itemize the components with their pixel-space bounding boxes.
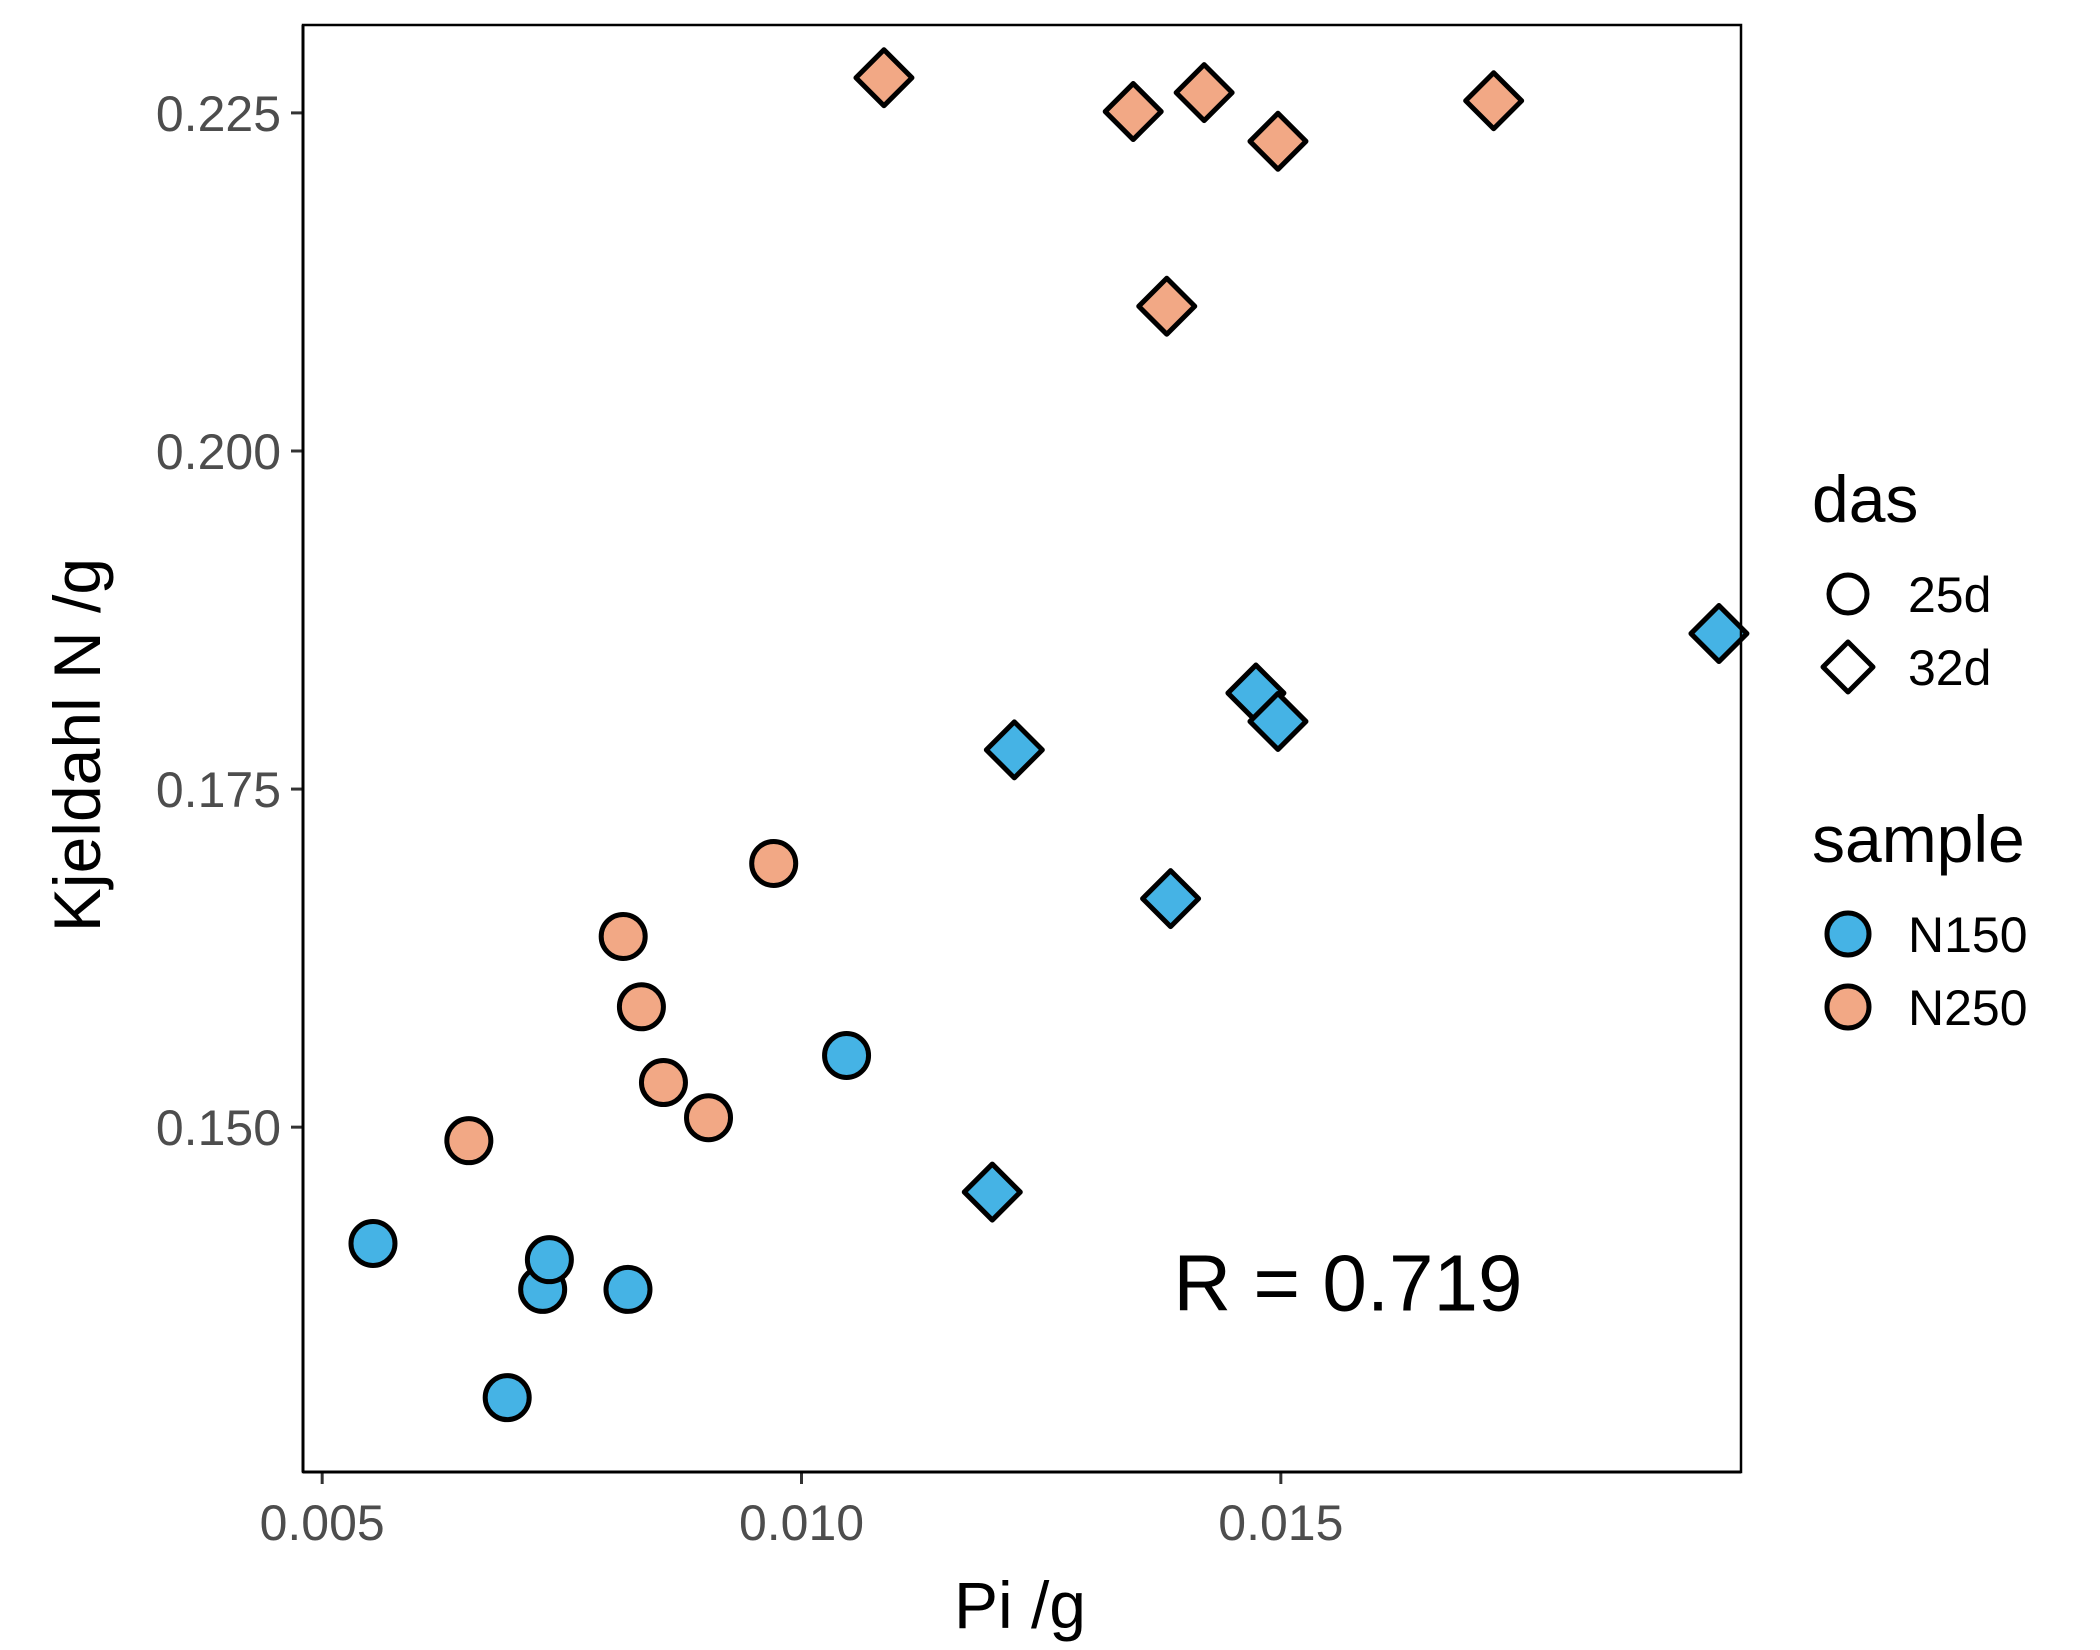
legend-key-swatch — [1824, 910, 1872, 958]
data-point-diamond — [1247, 110, 1309, 172]
y-axis-ticks: 0.150 0.175 0.200 0.225 — [156, 86, 303, 1156]
legend-key-circle — [1826, 572, 1870, 616]
x-axis-ticks: 0.005 0.010 0.015 — [260, 1472, 1343, 1551]
legend-label: 32d — [1908, 640, 1991, 696]
y-tick-label: 0.175 — [156, 762, 281, 818]
legend-title: sample — [1812, 802, 2025, 876]
data-point-diamond — [1173, 62, 1235, 124]
y-tick-label: 0.200 — [156, 424, 281, 480]
data-point-circle — [616, 982, 666, 1032]
data-point-diamond — [1140, 868, 1202, 930]
y-tick-label: 0.150 — [156, 1100, 281, 1156]
data-point-circle — [444, 1116, 494, 1166]
legend-title: das — [1812, 462, 1918, 536]
legend-key-diamond — [1820, 639, 1876, 695]
data-point-diamond — [1102, 81, 1164, 143]
data-point-circle — [638, 1058, 688, 1108]
data-point-diamond — [961, 1161, 1023, 1223]
x-tick-label: 0.005 — [260, 1495, 385, 1551]
data-point-diamond — [983, 719, 1045, 781]
data-points — [348, 47, 1750, 1423]
y-axis-title: Kjeldahl N /g — [40, 558, 114, 932]
legend-label: 25d — [1908, 567, 1991, 623]
data-point-circle — [749, 838, 799, 888]
data-point-diamond — [1688, 603, 1750, 665]
x-axis-title: Pi /g — [954, 1568, 1086, 1642]
legend-label: N150 — [1908, 907, 2028, 963]
data-point-diamond — [1136, 275, 1198, 337]
x-tick-label: 0.015 — [1218, 1495, 1343, 1551]
data-point-circle — [822, 1030, 872, 1080]
x-tick-label: 0.010 — [739, 1495, 864, 1551]
data-point-circle — [603, 1264, 653, 1314]
legend-label: N250 — [1908, 980, 2028, 1036]
data-point-diamond — [1247, 690, 1309, 752]
data-point-diamond — [1463, 70, 1525, 132]
data-point-circle — [684, 1093, 734, 1143]
correlation-annotation: R = 0.719 — [1173, 1239, 1522, 1328]
data-point-circle — [348, 1218, 398, 1268]
legend: das 25d 32d sample N150 N250 — [1812, 462, 2028, 1036]
data-point-circle — [482, 1373, 532, 1423]
data-point-diamond — [853, 47, 915, 109]
y-tick-label: 0.225 — [156, 86, 281, 142]
legend-key-swatch — [1824, 983, 1872, 1031]
data-point-circle — [598, 911, 648, 961]
data-point-circle — [524, 1235, 574, 1285]
